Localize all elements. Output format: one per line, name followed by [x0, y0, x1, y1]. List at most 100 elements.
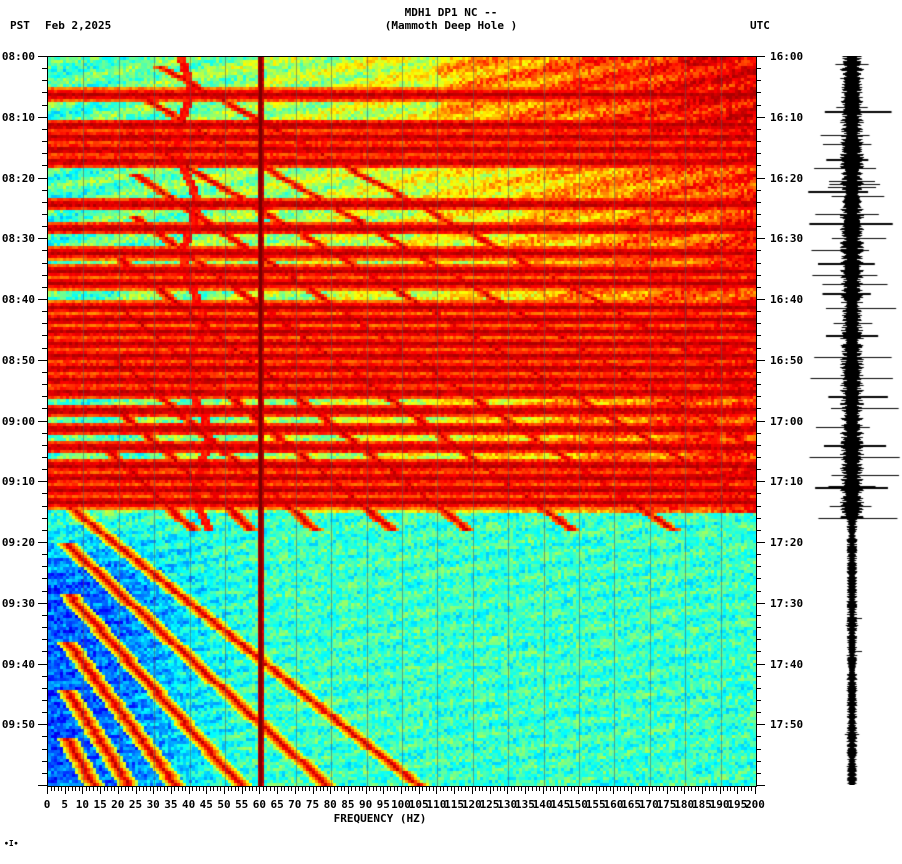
axis-tick-minor: [756, 506, 761, 507]
freq-tick-minor: [167, 786, 168, 791]
freq-tick-minor: [599, 786, 600, 791]
freq-tick-major: [82, 786, 83, 794]
axis-tick-minor: [42, 469, 47, 470]
freq-tick-minor: [68, 786, 69, 791]
freq-tick-major: [613, 786, 614, 794]
freq-tick-minor: [104, 786, 105, 791]
time-axis-label: 17:50: [770, 718, 804, 732]
axis-tick-minor: [42, 688, 47, 689]
freq-tick-minor: [164, 786, 165, 791]
axis-tick-minor: [756, 651, 761, 652]
freq-tick-major: [507, 786, 508, 794]
freq-tick-minor: [514, 786, 515, 791]
freq-tick-major: [330, 786, 331, 794]
freq-tick-minor: [628, 786, 629, 791]
freq-tick-minor: [493, 786, 494, 791]
freq-tick-minor: [713, 786, 714, 791]
freq-tick-minor: [309, 786, 310, 791]
axis-tick-minor: [756, 190, 761, 191]
freq-tick-minor: [238, 786, 239, 791]
freq-tick-minor: [128, 786, 129, 791]
freq-tick-major: [649, 786, 650, 794]
freq-tick-minor: [645, 786, 646, 791]
freq-tick-minor: [380, 786, 381, 791]
axis-tick-minor: [756, 287, 761, 288]
axis-tick-minor: [42, 627, 47, 628]
axis-tick-minor: [756, 311, 761, 312]
date-label: Feb 2,2025: [45, 19, 112, 32]
axis-tick-minor: [756, 263, 761, 264]
freq-tick-minor: [228, 786, 229, 791]
axis-tick-minor: [42, 591, 47, 592]
axis-tick-minor: [756, 433, 761, 434]
freq-tick-minor: [266, 786, 267, 791]
freq-tick-minor: [79, 786, 80, 791]
freq-tick-minor: [323, 786, 324, 791]
axis-tick-minor: [756, 275, 761, 276]
freq-tick-major: [206, 786, 207, 794]
axis-tick-minor: [756, 591, 761, 592]
freq-tick-minor: [751, 786, 752, 791]
axis-tick-minor: [756, 457, 761, 458]
freq-tick-major: [419, 786, 420, 794]
axis-tick-minor: [42, 554, 47, 555]
axis-tick-major: [756, 238, 765, 239]
freq-tick-minor: [674, 786, 675, 791]
time-axis-label: 16:30: [770, 232, 804, 246]
freq-axis-label: 15: [93, 798, 107, 811]
freq-tick-minor: [553, 786, 554, 791]
freq-tick-minor: [132, 786, 133, 791]
axis-tick-minor: [42, 311, 47, 312]
axis-tick-minor: [756, 676, 761, 677]
freq-tick-major: [65, 786, 66, 794]
freq-tick-major: [136, 786, 137, 794]
axis-tick-minor: [42, 129, 47, 130]
axis-tick-minor: [756, 202, 761, 203]
freq-axis-label: 150: [568, 798, 588, 811]
axis-tick-major: [756, 724, 765, 725]
axis-tick-minor: [42, 190, 47, 191]
freq-tick-minor: [139, 786, 140, 791]
axis-tick-minor: [756, 226, 761, 227]
axis-tick-minor: [756, 129, 761, 130]
axis-tick-minor: [42, 506, 47, 507]
axis-tick-minor: [42, 323, 47, 324]
freq-tick-major: [47, 786, 48, 794]
freq-tick-minor: [659, 786, 660, 791]
time-axis-label: 09:30: [1, 596, 35, 610]
freq-tick-minor: [670, 786, 671, 791]
time-axis-label: 08:50: [1, 353, 35, 367]
freq-tick-minor: [362, 786, 363, 791]
freq-tick-minor: [337, 786, 338, 791]
freq-axis-label: 55: [235, 798, 249, 811]
freq-tick-minor: [617, 786, 618, 791]
freq-axis-label: 80: [323, 798, 337, 811]
freq-tick-minor: [511, 786, 512, 791]
corner-artifact-mark: ∙Ι∙: [4, 839, 19, 848]
freq-tick-minor: [486, 786, 487, 791]
spectrogram-plot[interactable]: [47, 56, 757, 787]
freq-axis-label: 120: [461, 798, 482, 811]
axis-tick-minor: [42, 202, 47, 203]
axis-tick-minor: [42, 105, 47, 106]
time-axis-label: 16:10: [770, 110, 804, 124]
freq-tick-minor: [564, 786, 565, 791]
freq-tick-major: [100, 786, 101, 794]
axis-tick-minor: [756, 80, 761, 81]
axis-tick-minor: [42, 287, 47, 288]
freq-axis-label: 20: [111, 798, 125, 811]
freq-tick-minor: [723, 786, 724, 791]
axis-tick-major: [38, 785, 47, 786]
freq-tick-major: [720, 786, 721, 794]
freq-tick-minor: [415, 786, 416, 791]
time-axis-label: 09:20: [1, 536, 35, 549]
axis-tick-minor: [42, 80, 47, 81]
freq-tick-minor: [443, 786, 444, 791]
freq-tick-major: [543, 786, 544, 794]
axis-tick-minor: [42, 348, 47, 349]
axis-tick-major: [756, 117, 765, 118]
freq-tick-minor: [709, 786, 710, 791]
freq-tick-minor: [89, 786, 90, 791]
axis-tick-minor: [756, 493, 761, 494]
axis-tick-minor: [42, 736, 47, 737]
